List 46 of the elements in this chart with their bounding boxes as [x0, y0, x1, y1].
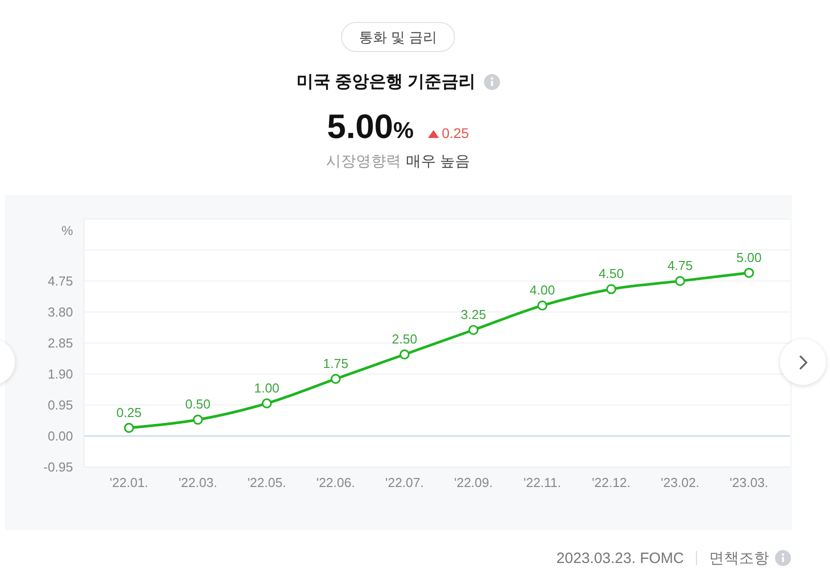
data-label: 1.00 [254, 380, 280, 396]
data-label: 0.25 [116, 404, 142, 420]
point [262, 398, 272, 408]
data-label: 0.50 [185, 396, 211, 412]
text: 5.00% [327, 108, 414, 146]
text: 통화 및 금리 [359, 29, 437, 45]
x-tick-label: '22.09. [454, 475, 493, 490]
point [537, 300, 548, 310]
point [744, 268, 754, 278]
text: 2023.03.23. FOMC [556, 550, 684, 566]
text: 0.25 [442, 125, 469, 141]
point [192, 414, 203, 425]
y-tick-label: 3.80 [48, 304, 73, 320]
text: 매우 높음 [406, 153, 470, 170]
y-tick-label: 1.90 [48, 366, 73, 382]
y-tick-label: 0.95 [48, 398, 73, 413]
chart-title: 미국 중앙은행 기준금리 [296, 71, 476, 93]
point [675, 276, 686, 286]
point [606, 284, 616, 294]
y-tick-label: 2.85 [48, 336, 73, 351]
x-tick-label: '22.06. [316, 475, 355, 490]
x-tick-label: '22.03. [178, 475, 218, 490]
x-tick-label: '23.03. [730, 475, 768, 490]
text: 면책조항 [709, 548, 769, 568]
y-tick-label: 4.75 [48, 274, 73, 289]
data-label: 2.50 [392, 331, 418, 346]
x-tick-label: '22.01. [110, 475, 148, 490]
point [400, 349, 410, 360]
point [330, 374, 341, 384]
data-label: 3.25 [460, 306, 486, 322]
data-label: 4.75 [667, 258, 693, 273]
x-tick-label: '23.02. [660, 475, 700, 490]
point [124, 422, 134, 433]
point [468, 324, 478, 335]
text: 시장영향력 [326, 153, 401, 170]
data-label: 1.75 [323, 356, 348, 371]
x-tick-label: '22.12. [592, 475, 631, 490]
data-label: 4.00 [530, 282, 555, 298]
data-label: 5.00 [736, 250, 762, 265]
y-tick-label: 0.00 [48, 428, 73, 444]
x-tick-label: '22.05. [247, 475, 286, 490]
y-axis-title: % [61, 223, 74, 238]
x-tick-label: '22.11. [523, 475, 562, 490]
y-tick-label: -0.95 [43, 460, 73, 475]
data-label: 4.50 [598, 266, 624, 282]
x-tick-label: '22.07. [385, 475, 424, 490]
